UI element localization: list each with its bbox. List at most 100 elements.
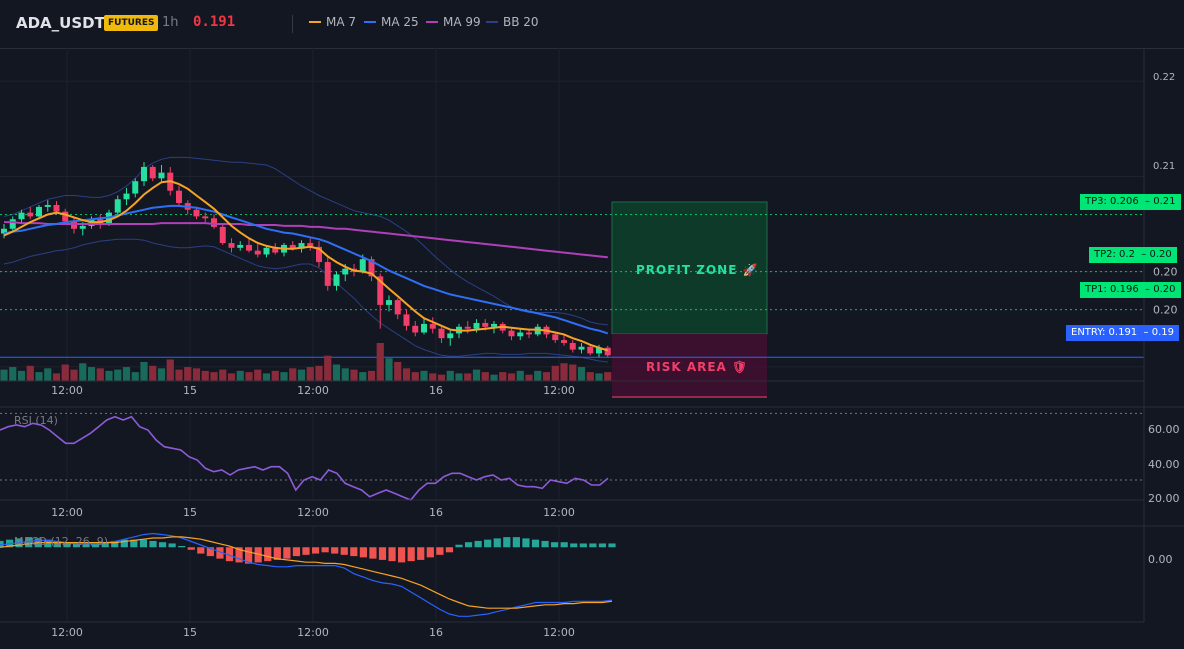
tp2-label[interactable]: TP2: 0.2 – 0.20 — [1089, 247, 1177, 263]
macd-histogram-bar — [398, 547, 406, 563]
candle-body — [149, 166, 156, 179]
legend-ma99[interactable]: MA 99 — [426, 15, 481, 29]
entry-axis: 0.19 — [1151, 327, 1174, 338]
volume-bar — [271, 370, 279, 381]
macd-histogram-bar — [197, 547, 205, 554]
volume-bar — [411, 372, 419, 381]
candle-body — [508, 330, 515, 337]
legend-label: MA 7 — [326, 15, 357, 29]
candle-body — [263, 247, 270, 255]
volume-bar — [122, 367, 131, 381]
volume-bar — [376, 343, 384, 381]
volume-bar — [446, 370, 454, 381]
macd-histogram-bar — [149, 540, 157, 548]
price-tick: 0.22 — [1153, 72, 1176, 83]
tp3-axis: 0.21 — [1153, 196, 1176, 207]
macd-histogram-bar — [570, 543, 578, 548]
candle-body — [27, 212, 34, 217]
candle-body — [324, 262, 331, 286]
candle-body — [18, 212, 25, 220]
candle-body — [421, 323, 427, 333]
tp2-text: TP2: 0.2 — [1094, 249, 1135, 260]
volume-bar — [105, 370, 113, 381]
legend-label: BB 20 — [503, 15, 539, 29]
candle-body — [412, 325, 419, 333]
volume-bar — [472, 369, 481, 381]
rsi-tick: 20.00 — [1148, 492, 1180, 505]
volume-bar — [114, 369, 122, 381]
time-tick: 12:00 — [297, 626, 329, 639]
interval-label[interactable]: 1h — [162, 15, 179, 30]
macd-histogram-bar — [111, 540, 119, 548]
volume-bar — [359, 372, 367, 381]
volume-bar — [385, 358, 393, 381]
candle-body — [359, 259, 366, 272]
time-tick: 15 — [183, 506, 197, 519]
candle-body — [517, 332, 524, 337]
candle-body — [79, 225, 86, 229]
candle-body — [578, 346, 585, 350]
candle-body — [132, 181, 139, 194]
candle-body — [447, 333, 454, 339]
candle-body — [9, 219, 16, 229]
volume-bar — [525, 374, 533, 381]
volume-bar — [289, 368, 297, 381]
ma25-line — [3, 204, 609, 335]
volume-bar — [551, 365, 559, 381]
futures-badge: FUTURES — [104, 15, 159, 31]
volume-bar — [350, 369, 358, 381]
rsi-title: RSI (14) — [14, 414, 58, 427]
candle-body — [491, 323, 497, 327]
volume-bar — [166, 359, 174, 381]
symbol-name[interactable]: ADA_USDT — [16, 14, 105, 32]
tp3-text: TP3: 0.206 — [1085, 196, 1139, 207]
volume-bar — [315, 365, 323, 381]
macd-histogram-bar — [426, 547, 434, 558]
macd-histogram-bar — [225, 547, 234, 562]
volume-bar — [297, 369, 306, 381]
macd-tick: 0.00 — [1148, 553, 1173, 566]
volume-bar — [254, 369, 262, 381]
macd-pane — [0, 532, 616, 617]
legend-swatch — [486, 20, 498, 23]
legend-ma7[interactable]: MA 7 — [309, 15, 356, 29]
ma99-line — [4, 221, 608, 259]
macd-histogram-bar — [579, 543, 587, 548]
macd-histogram-bar — [589, 543, 597, 548]
volume-bar — [306, 367, 314, 381]
volume-bar — [464, 373, 472, 381]
volume-bar — [245, 372, 253, 381]
macd-histogram-bar — [541, 540, 549, 548]
candle-body — [246, 244, 252, 251]
macd-histogram-bar — [340, 547, 348, 555]
time-tick: 16 — [429, 384, 443, 397]
tp2-axis: 0.20 — [1149, 249, 1172, 260]
entry-text: ENTRY: 0.191 — [1071, 327, 1138, 338]
legend-bb20[interactable]: BB 20 — [486, 15, 539, 29]
volume-bar — [499, 372, 507, 381]
legend-ma25[interactable]: MA 25 — [364, 15, 419, 29]
candle-body — [368, 259, 375, 277]
candle-body — [289, 244, 296, 249]
tp3-label[interactable]: TP3: 0.206 – 0.21 — [1080, 194, 1181, 210]
candle-body — [176, 190, 182, 204]
macd-histogram-bar — [436, 547, 444, 555]
candle-body — [526, 332, 532, 335]
legend-swatch — [364, 20, 376, 23]
candle-body — [44, 204, 51, 207]
volume-bar — [192, 368, 201, 381]
macd-histogram-bar — [72, 543, 81, 548]
macd-histogram-bar — [551, 542, 559, 548]
volume-bar — [394, 362, 402, 381]
bb-lower-line — [3, 238, 608, 363]
ma7-line — [3, 180, 609, 352]
candle-body — [604, 347, 611, 356]
entry-label[interactable]: ENTRY: 0.191 – 0.19 — [1066, 325, 1179, 341]
volume-bar — [577, 367, 586, 381]
volume-bar — [44, 368, 52, 381]
volume-bar — [219, 369, 227, 381]
candle-body — [298, 243, 305, 249]
tp1-label[interactable]: TP1: 0.196 – 0.20 — [1080, 282, 1181, 298]
volume-bar — [184, 367, 192, 381]
